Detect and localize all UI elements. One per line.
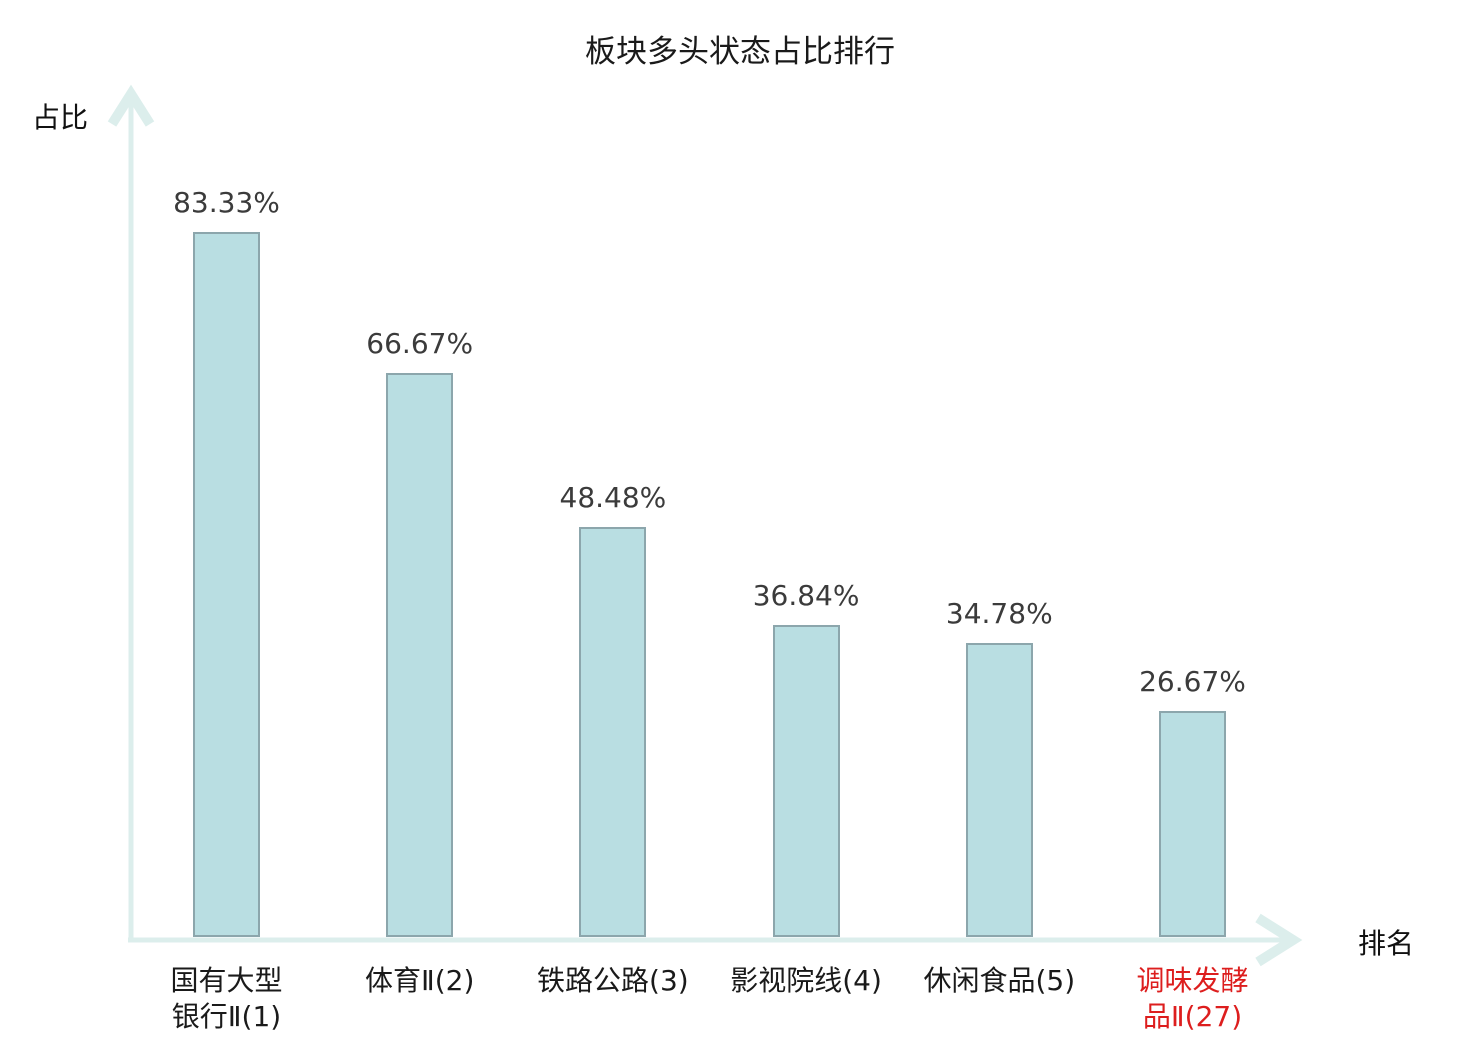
bar-tick-label: 体育Ⅱ(2) (364, 964, 475, 997)
bar-tick-label: 休闲食品(5) (923, 964, 1076, 997)
bar-value-label: 34.78% (945, 597, 1053, 630)
bar-tick-label: 铁路公路(3) (537, 964, 689, 997)
bar-value-label: 26.67% (1139, 665, 1246, 698)
y-axis-label: 占比 (32, 101, 89, 134)
bar (1159, 711, 1226, 937)
bar-value-label: 66.67% (366, 327, 474, 360)
x-axis-label: 排名 (1358, 927, 1415, 960)
bar-value-label: 48.48% (559, 481, 667, 514)
x-axis-arrow-icon (1255, 913, 1303, 967)
bar (386, 373, 454, 937)
chart-title: 板块多头状态占比排行 (585, 34, 895, 70)
bar-tick-label: 国有大型 银行Ⅱ(1) (170, 964, 283, 1034)
bar (579, 527, 647, 937)
bar (772, 625, 840, 937)
bar-tick-label: 影视院线(4) (730, 964, 882, 997)
bar-value-label: 36.84% (752, 579, 860, 612)
y-axis-arrow-icon (107, 84, 155, 127)
bar-tick-label: 调味发酵 品Ⅱ(27) (1136, 964, 1249, 1034)
bar (193, 232, 260, 937)
bar (965, 643, 1033, 937)
bar-value-label: 83.33% (173, 186, 280, 219)
